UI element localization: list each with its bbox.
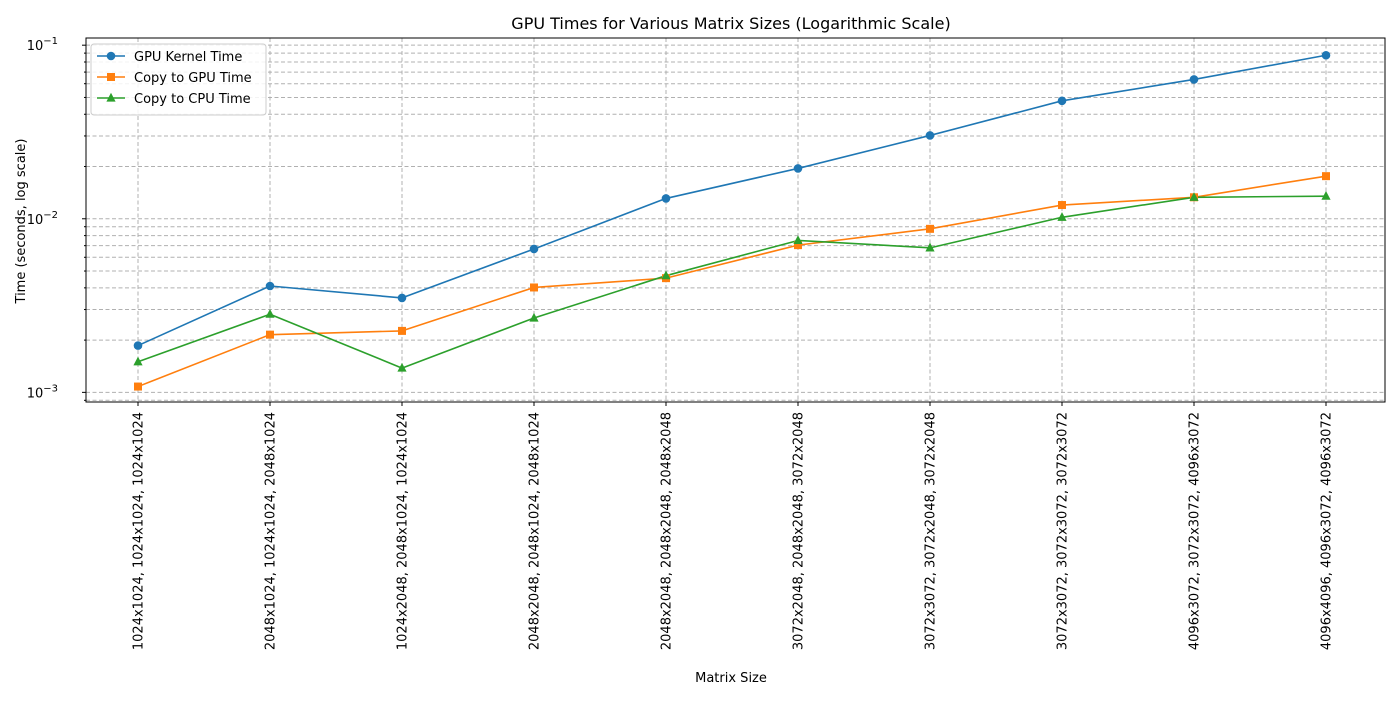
series-markers xyxy=(133,50,1331,391)
y-tick-label-base: 10 xyxy=(27,386,44,401)
y-axis-label: Time (seconds, log scale) xyxy=(14,139,29,305)
data-point-series-2 xyxy=(134,382,142,391)
data-point-series-1 xyxy=(925,131,935,140)
data-point-series-1 xyxy=(661,194,671,203)
series-line-1 xyxy=(137,54,1327,347)
chart-title: GPU Times for Various Matrix Sizes (Loga… xyxy=(511,14,950,33)
data-point-series-3 xyxy=(1057,212,1067,221)
data-point-series-1 xyxy=(1057,96,1067,106)
data-point-series-2 xyxy=(530,283,538,292)
data-point-series-2 xyxy=(926,224,934,233)
legend-marker-1 xyxy=(106,51,116,61)
data-point-series-3 xyxy=(1189,192,1199,201)
legend-marker-3 xyxy=(106,92,116,102)
series-line-2 xyxy=(137,175,1327,388)
data-point-series-3 xyxy=(265,309,275,318)
x-tick-label: 2048x2048, 2048x1024, 2048x1024 xyxy=(528,412,543,650)
y-tick-label-exponent: −2 xyxy=(43,210,58,221)
x-tick-label: 3072x2048, 2048x2048, 3072x2048 xyxy=(792,412,807,650)
legend-marker-2 xyxy=(107,73,115,81)
x-axis: 1024x1024, 1024x1024, 1024x1024 2048x1024… xyxy=(132,402,1335,650)
legend-label-1: GPU Kernel Time xyxy=(134,50,242,65)
data-point-series-3 xyxy=(529,312,539,322)
y-tick-label-base: 10 xyxy=(27,213,44,228)
legend: GPU Kernel Time Copy to GPU Time Copy to C… xyxy=(90,43,267,116)
x-tick-label: 1024x1024, 1024x1024, 1024x1024 xyxy=(132,412,147,650)
data-point-series-3 xyxy=(1321,190,1331,200)
data-point-series-1 xyxy=(397,293,407,303)
data-point-series-3 xyxy=(925,242,935,252)
data-point-series-1 xyxy=(793,164,803,173)
x-tick-label: 1024x2048, 2048x1024, 1024x1024 xyxy=(396,412,411,650)
legend-label-3: Copy to CPU Time xyxy=(134,92,251,107)
data-point-series-3 xyxy=(397,362,407,372)
y-tick-label-base: 10 xyxy=(27,39,44,54)
x-tick-label: 2048x2048, 2048x2048, 2048x2048 xyxy=(660,412,675,650)
x-tick-label: 3072x3072, 3072x2048, 3072x2048 xyxy=(924,412,939,650)
data-point-series-2 xyxy=(1058,201,1066,210)
y-axis: 10−310−210−1 xyxy=(27,36,86,401)
data-point-series-2 xyxy=(266,330,274,339)
x-tick-label: 4096x4096, 4096x3072, 4096x3072 xyxy=(1320,412,1335,650)
data-point-series-3 xyxy=(793,235,803,245)
series-line-3 xyxy=(137,195,1327,369)
data-point-series-1 xyxy=(133,341,143,350)
data-point-series-2 xyxy=(398,326,406,335)
x-axis-label: Matrix Size xyxy=(695,671,767,686)
y-tick-label-exponent: −3 xyxy=(43,383,58,394)
x-tick-label: 4096x3072, 3072x3072, 4096x3072 xyxy=(1188,412,1203,650)
data-point-series-1 xyxy=(1321,50,1331,60)
grid-layer xyxy=(86,38,1385,402)
data-point-series-2 xyxy=(1322,172,1330,181)
legend-box xyxy=(90,43,267,116)
data-point-series-2 xyxy=(794,241,802,250)
y-tick-label: 10−1 xyxy=(27,36,58,54)
data-point-series-3 xyxy=(661,270,671,280)
y-tick-label: 10−2 xyxy=(27,210,58,228)
data-point-series-1 xyxy=(265,281,275,291)
legend-label-2: Copy to GPU Time xyxy=(134,71,252,86)
y-tick-label: 10−3 xyxy=(27,383,58,401)
x-tick-label: 3072x3072, 3072x3072, 3072x3072 xyxy=(1056,412,1071,650)
y-tick-label-exponent: −1 xyxy=(43,36,58,47)
data-point-series-1 xyxy=(529,244,539,254)
plot-frame xyxy=(85,37,1386,403)
x-tick-label: 2048x1024, 1024x1024, 2048x1024 xyxy=(264,412,279,650)
data-point-series-3 xyxy=(133,356,143,366)
series-lines xyxy=(137,54,1327,388)
data-point-series-1 xyxy=(1189,75,1199,84)
